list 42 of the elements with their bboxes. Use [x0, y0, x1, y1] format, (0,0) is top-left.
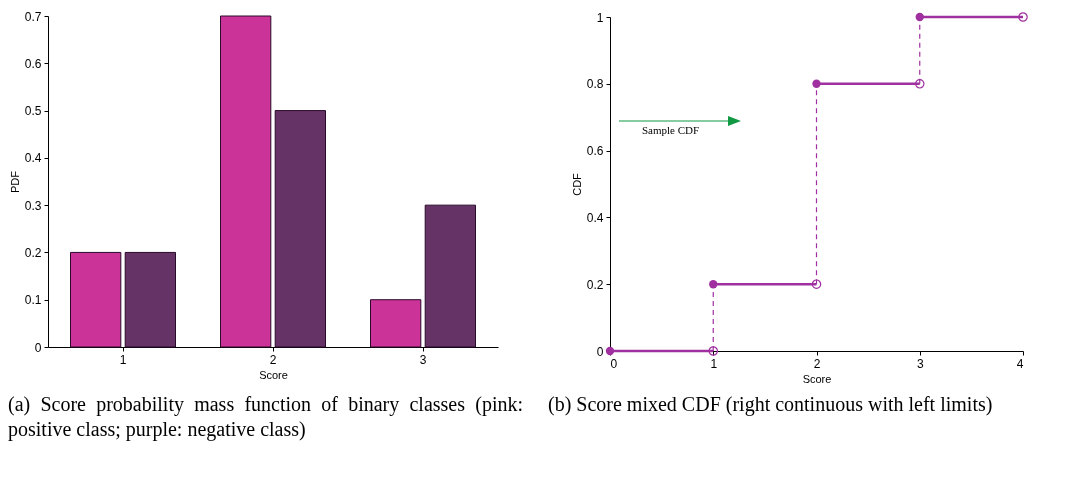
y-tick-label: 0.7: [24, 9, 42, 24]
y-tick-label: 0.6: [586, 144, 604, 159]
annotation: Sample CDF: [642, 124, 700, 136]
point: [708, 346, 719, 356]
x-axis-title: Score: [259, 368, 288, 381]
y-tick-label: 0.1: [24, 293, 42, 308]
point: [605, 346, 615, 356]
bar: [370, 299, 422, 348]
x-tick-label: 3: [419, 352, 427, 367]
x-axis-title: Score: [802, 372, 832, 385]
y-axis-title: CDF: [570, 172, 583, 196]
point: [812, 79, 821, 88]
point: [1018, 12, 1028, 22]
point: [915, 12, 924, 22]
y-tick-label: 0.5: [24, 104, 42, 119]
y-tick-label: 0.3: [24, 198, 42, 213]
x-tick-label: 1: [710, 356, 718, 371]
point: [709, 280, 718, 289]
text: (b) Score mixed CDF (right continuous with left limits): [548, 392, 994, 417]
y-tick-label: 1: [596, 10, 604, 25]
bar: [124, 251, 176, 348]
bar: [70, 251, 122, 348]
text: (a) Score probability mass function of binary classes (pink: positive class; purple: negative class): [8, 392, 523, 442]
y-tick-label: 0.2: [586, 277, 604, 292]
bar: [274, 110, 326, 348]
point: [811, 279, 822, 289]
y-tick-label: 0.8: [586, 77, 604, 92]
x-tick-label: 0: [610, 356, 618, 371]
y-tick-label: 0.2: [24, 245, 42, 260]
x-tick-label: 2: [813, 356, 821, 371]
y-tick-label: 0.6: [24, 56, 42, 71]
point: [914, 79, 925, 89]
y-axis-title: PDF: [8, 170, 21, 193]
x-tick-label: 3: [916, 356, 924, 371]
y-tick-label: 0: [34, 340, 42, 355]
x-tick-label: 4: [1016, 356, 1024, 371]
bar: [220, 15, 272, 348]
y-tick-label: 0.4: [586, 210, 604, 225]
y-tick-label: 0.4: [24, 151, 42, 166]
x-tick-label: 1: [119, 352, 127, 367]
x-tick-label: 2: [269, 352, 277, 367]
bar: [424, 204, 476, 348]
